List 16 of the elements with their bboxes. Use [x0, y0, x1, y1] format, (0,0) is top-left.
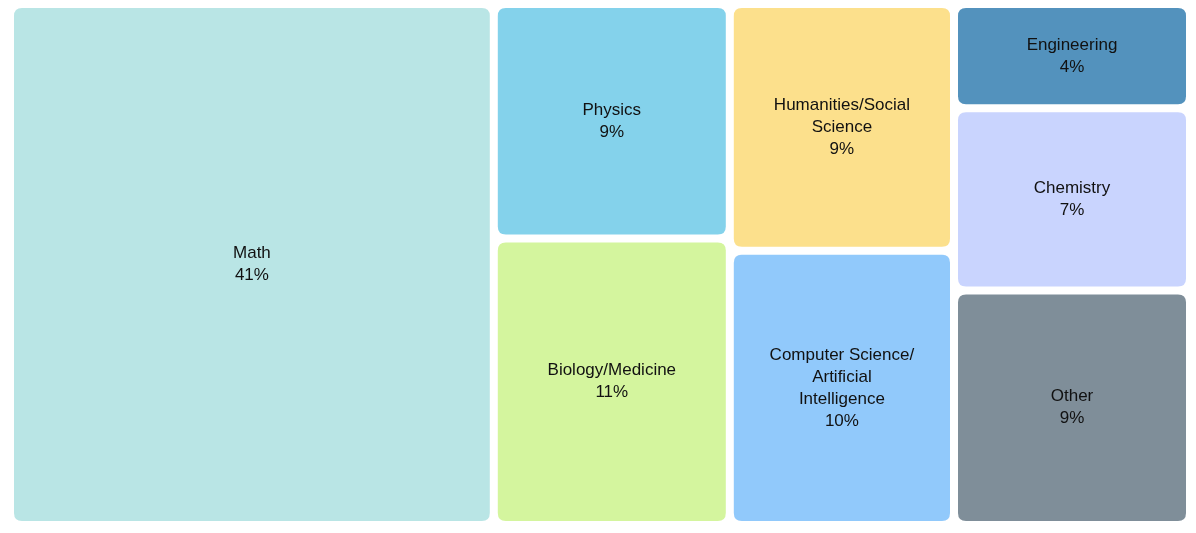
- category-label: Engineering: [1026, 34, 1118, 54]
- data-label: 11%: [595, 382, 629, 402]
- category-label: Physics: [582, 99, 642, 119]
- data-label: 9%: [599, 121, 625, 141]
- category-label: Other: [1050, 386, 1094, 406]
- data-label: 9%: [829, 139, 855, 159]
- category-label: Biology/Medicine: [547, 360, 677, 380]
- category-label: Chemistry: [1033, 178, 1111, 198]
- category-label: Computer Science/Artificial Intelligence: [769, 344, 915, 408]
- data-label: 9%: [1059, 408, 1085, 428]
- data-label: 41%: [234, 265, 269, 285]
- category-label: Humanities/Social Science: [773, 95, 910, 137]
- category-label: Math: [233, 243, 271, 263]
- data-label: 7%: [1059, 200, 1085, 220]
- data-label: 4%: [1059, 56, 1085, 76]
- data-label: 10%: [824, 410, 859, 430]
